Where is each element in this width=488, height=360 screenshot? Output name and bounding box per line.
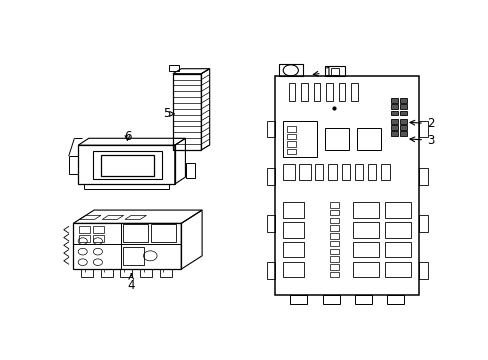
Bar bbox=[151, 224, 176, 242]
Bar bbox=[290, 296, 307, 304]
Bar bbox=[169, 64, 178, 72]
Bar bbox=[140, 269, 152, 277]
Text: 2: 2 bbox=[409, 117, 433, 130]
Bar bbox=[282, 121, 316, 157]
Bar bbox=[390, 125, 397, 130]
Bar bbox=[266, 168, 275, 185]
Bar bbox=[390, 131, 397, 136]
Bar bbox=[329, 202, 338, 208]
Bar bbox=[325, 84, 332, 102]
Bar bbox=[286, 134, 296, 139]
Bar bbox=[314, 164, 323, 180]
Bar bbox=[418, 262, 427, 279]
Bar bbox=[266, 215, 275, 232]
Bar bbox=[390, 119, 397, 123]
Bar bbox=[385, 202, 410, 217]
Bar bbox=[282, 222, 303, 238]
Bar bbox=[266, 262, 275, 279]
Bar bbox=[400, 119, 407, 123]
Bar bbox=[400, 131, 407, 136]
Bar bbox=[418, 121, 427, 138]
Bar bbox=[324, 66, 345, 76]
Bar bbox=[282, 262, 303, 278]
Bar bbox=[120, 269, 132, 277]
Bar bbox=[101, 155, 154, 176]
Bar bbox=[186, 163, 194, 178]
Bar bbox=[329, 249, 338, 254]
Bar bbox=[385, 242, 410, 257]
Bar bbox=[78, 145, 175, 184]
Bar bbox=[286, 126, 296, 132]
Bar bbox=[122, 247, 143, 265]
Bar bbox=[350, 84, 357, 102]
Bar bbox=[122, 224, 147, 242]
Bar bbox=[385, 222, 410, 238]
Bar bbox=[173, 74, 201, 150]
Bar bbox=[356, 128, 381, 150]
Bar bbox=[331, 68, 338, 75]
Bar bbox=[288, 84, 295, 102]
Bar bbox=[101, 269, 112, 277]
Bar bbox=[381, 164, 389, 180]
Bar bbox=[313, 84, 320, 102]
Bar bbox=[329, 241, 338, 246]
Bar bbox=[329, 217, 338, 223]
Bar bbox=[327, 164, 336, 180]
Bar bbox=[329, 256, 338, 262]
Bar bbox=[79, 226, 89, 233]
Bar bbox=[418, 168, 427, 185]
Bar bbox=[93, 226, 104, 233]
Text: 5: 5 bbox=[163, 107, 174, 120]
Bar bbox=[159, 269, 171, 277]
Bar bbox=[385, 262, 410, 278]
Bar bbox=[352, 242, 378, 257]
Bar bbox=[400, 98, 407, 103]
Bar bbox=[329, 210, 338, 215]
Bar bbox=[390, 111, 397, 115]
Bar bbox=[386, 296, 403, 304]
Bar bbox=[338, 84, 345, 102]
Text: 1: 1 bbox=[313, 66, 331, 79]
Bar bbox=[352, 262, 378, 278]
Bar bbox=[298, 164, 310, 180]
Bar bbox=[354, 164, 363, 180]
Bar bbox=[400, 125, 407, 130]
Bar bbox=[79, 235, 89, 242]
Bar bbox=[400, 111, 407, 115]
Bar bbox=[352, 222, 378, 238]
Bar bbox=[275, 76, 418, 296]
Bar bbox=[282, 202, 303, 217]
Bar bbox=[354, 296, 371, 304]
Bar bbox=[279, 64, 302, 76]
Bar bbox=[329, 233, 338, 239]
Bar bbox=[266, 121, 275, 138]
Bar bbox=[93, 235, 104, 242]
Bar bbox=[282, 242, 303, 257]
Bar bbox=[329, 225, 338, 231]
Bar bbox=[400, 104, 407, 109]
Bar bbox=[352, 202, 378, 217]
Bar bbox=[73, 223, 181, 269]
Bar bbox=[341, 164, 349, 180]
Bar bbox=[282, 164, 294, 180]
Bar bbox=[390, 98, 397, 103]
Bar bbox=[367, 164, 376, 180]
Text: 6: 6 bbox=[123, 130, 131, 143]
Bar bbox=[322, 296, 339, 304]
Bar bbox=[93, 151, 161, 179]
Bar bbox=[390, 104, 397, 109]
Bar bbox=[324, 128, 348, 150]
Bar bbox=[329, 272, 338, 278]
Text: 4: 4 bbox=[127, 274, 135, 292]
Bar bbox=[286, 141, 296, 147]
Text: 3: 3 bbox=[409, 134, 433, 147]
Bar bbox=[286, 149, 296, 154]
Bar bbox=[418, 215, 427, 232]
Bar bbox=[301, 84, 307, 102]
Bar bbox=[329, 264, 338, 270]
Bar bbox=[81, 269, 93, 277]
